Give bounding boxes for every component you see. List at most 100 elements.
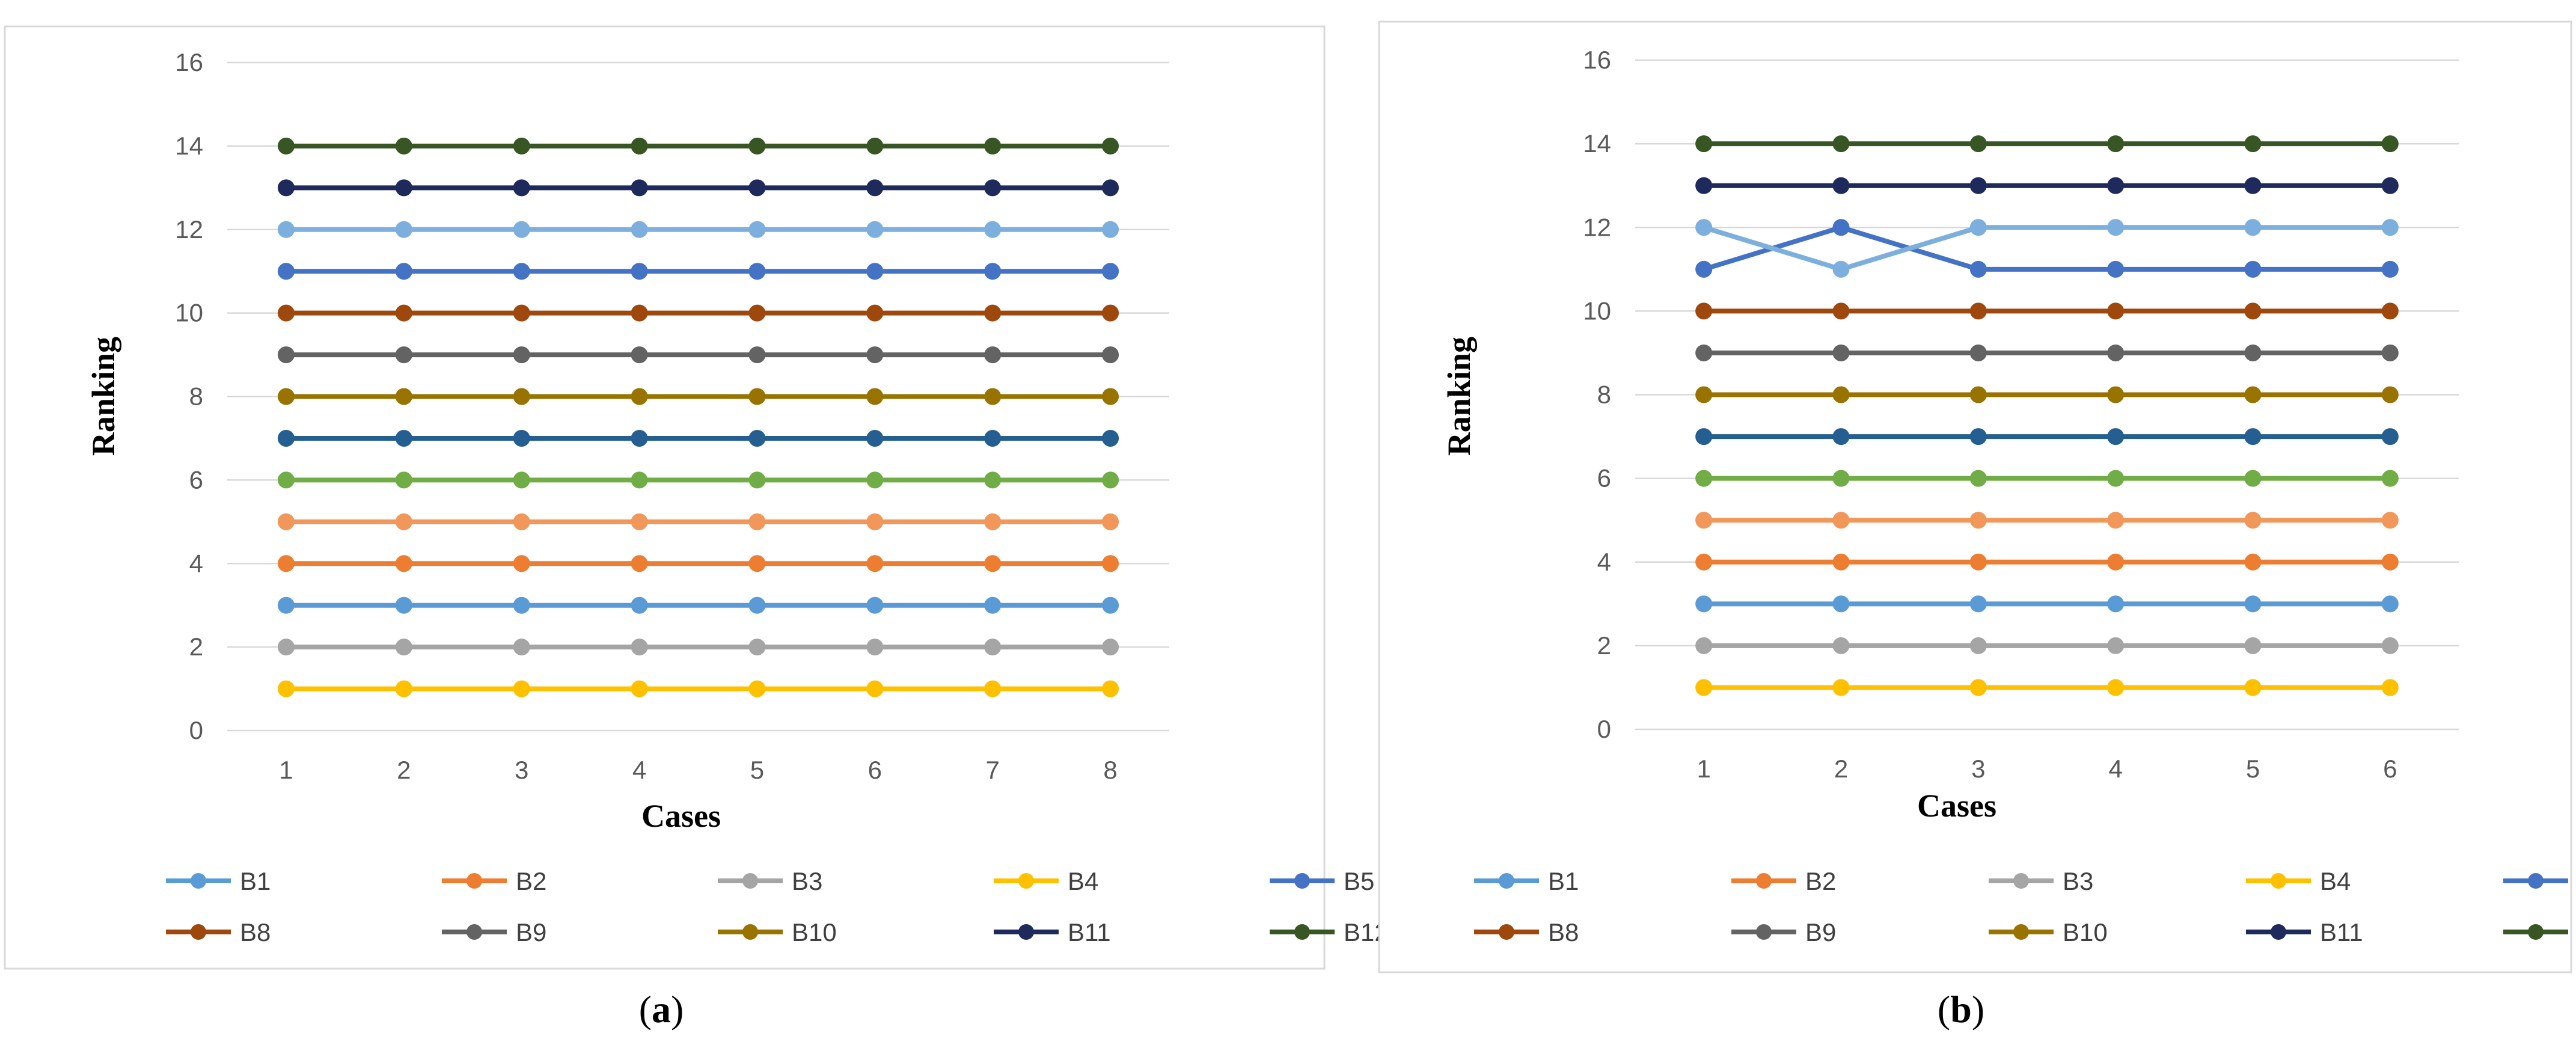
data-point-b1 <box>1969 595 1987 613</box>
data-point-b7 <box>1969 428 1987 446</box>
data-point-b7 <box>513 429 530 447</box>
series-b14 <box>277 513 1119 530</box>
data-point-b11 <box>1102 179 1119 197</box>
data-point-b4 <box>866 680 884 697</box>
series-b10 <box>1695 386 2399 403</box>
data-point-b3 <box>395 639 412 656</box>
y-tick-label: 4 <box>189 549 203 577</box>
data-point-b3 <box>984 639 1002 656</box>
x-tick-label: 3 <box>515 756 528 784</box>
legend-item-b4: B4 <box>2246 867 2351 895</box>
data-point-b4 <box>513 680 530 697</box>
x-tick-label: 2 <box>1834 755 1848 783</box>
series-b9 <box>277 346 1119 364</box>
data-point-b4 <box>631 680 648 697</box>
data-point-b4 <box>1832 679 1850 696</box>
data-point-b7 <box>984 429 1002 447</box>
legend-swatch-marker <box>2271 924 2286 940</box>
data-point-b6 <box>984 471 1002 489</box>
data-point-b3 <box>2381 637 2399 654</box>
data-point-b3 <box>513 639 530 656</box>
data-point-b12 <box>513 137 530 155</box>
data-point-b1 <box>277 596 295 614</box>
data-point-b12 <box>2381 135 2399 153</box>
data-point-b8 <box>631 304 648 322</box>
legend-label: B8 <box>240 918 271 946</box>
data-point-b8 <box>2381 302 2399 320</box>
data-point-b4 <box>277 680 295 697</box>
series-b11 <box>277 179 1119 197</box>
legend-label: B9 <box>1805 918 1836 946</box>
data-point-b9 <box>395 346 412 364</box>
x-tick-label: 5 <box>2246 755 2260 783</box>
data-point-b4 <box>1969 679 1987 696</box>
data-point-b14 <box>1102 513 1119 530</box>
data-point-b10 <box>1969 386 1987 403</box>
x-tick-label: 1 <box>279 756 293 784</box>
y-tick-label: 12 <box>1583 213 1611 241</box>
data-point-b12 <box>2244 135 2262 153</box>
data-point-b6 <box>513 471 530 489</box>
chart-panel-border <box>1378 20 2572 973</box>
data-point-b3 <box>1832 637 1850 654</box>
y-tick-label: 16 <box>175 48 203 76</box>
y-tick-label: 6 <box>189 465 203 494</box>
data-point-b9 <box>748 346 766 364</box>
x-tick-label: 3 <box>1971 755 1985 783</box>
series-b13 <box>1695 219 2399 278</box>
series-b4 <box>277 680 1119 697</box>
legend-item-b5: B5 <box>2503 873 2568 889</box>
x-tick-label: 5 <box>750 756 764 784</box>
data-point-b13 <box>984 221 1002 238</box>
data-point-b5 <box>1969 260 1987 278</box>
data-point-b9 <box>866 346 884 364</box>
data-point-b11 <box>277 179 295 197</box>
data-point-b11 <box>631 179 648 197</box>
series-b6 <box>1695 470 2399 487</box>
data-point-b10 <box>2107 386 2125 403</box>
series-b12 <box>1695 135 2399 153</box>
x-axis-title: Cases <box>1917 788 1996 824</box>
series-b9 <box>1695 344 2399 361</box>
legend-swatch-marker <box>191 924 206 940</box>
x-tick-label: 4 <box>2108 755 2122 783</box>
legend-item-b9: B9 <box>1731 918 1836 946</box>
data-point-b6 <box>1969 470 1987 487</box>
data-point-b5 <box>2244 260 2262 278</box>
data-point-b6 <box>2381 470 2399 487</box>
series-b7 <box>1695 428 2399 446</box>
data-point-b1 <box>2244 595 2262 613</box>
data-point-b8 <box>984 304 1002 322</box>
data-point-b11 <box>1832 177 1850 194</box>
legend-item-b8: B8 <box>166 918 271 946</box>
data-point-b5 <box>1832 219 1850 236</box>
x-tick-label: 4 <box>632 756 646 784</box>
legend-item-b12: B12 <box>2503 924 2568 940</box>
legend-item-b10: B10 <box>718 918 837 946</box>
series-b2 <box>277 555 1119 572</box>
x-tick-label: 6 <box>2383 755 2397 783</box>
data-point-b5 <box>748 263 766 280</box>
data-point-b5 <box>631 263 648 280</box>
legend-swatch-marker <box>2013 924 2029 940</box>
series-b2 <box>1695 553 2399 571</box>
legend-swatch-marker <box>2528 873 2544 889</box>
legend-item-b3: B3 <box>1989 867 2093 895</box>
data-point-b11 <box>866 179 884 197</box>
legend-label: B3 <box>792 867 822 895</box>
data-point-b8 <box>748 304 766 322</box>
legend-swatch-marker <box>1294 873 1310 889</box>
data-point-b6 <box>631 471 648 489</box>
data-point-b10 <box>513 388 530 405</box>
legend-swatch-marker <box>1294 924 1310 940</box>
data-point-b14 <box>1695 512 1713 529</box>
data-point-b6 <box>1832 470 1850 487</box>
data-point-b5 <box>395 263 412 280</box>
legend-item-b3: B3 <box>718 867 822 895</box>
data-point-b12 <box>2107 135 2125 153</box>
data-point-b1 <box>748 596 766 614</box>
data-point-b14 <box>748 513 766 530</box>
data-point-b13 <box>2381 219 2399 236</box>
data-point-b12 <box>984 137 1002 155</box>
data-point-b5 <box>2381 260 2399 278</box>
